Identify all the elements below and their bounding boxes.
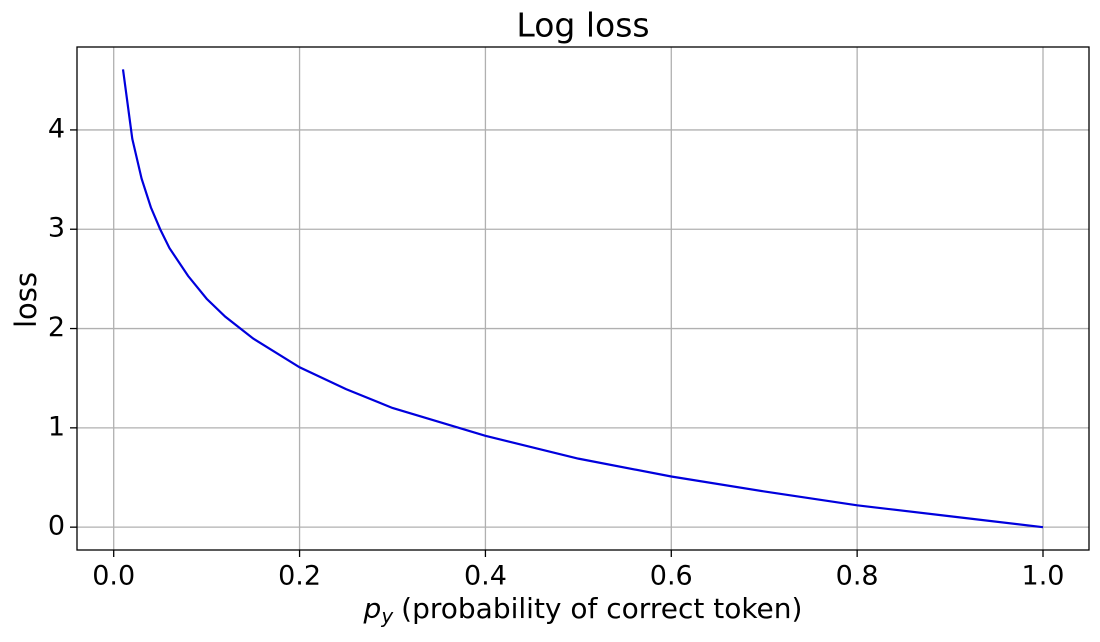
y-axis-label: loss [9,272,43,328]
chart-title: Log loss [516,6,649,45]
x-label-text: (probability of correct token) [401,592,802,625]
x-label-subscript: y [380,604,394,628]
x-tick-label: 0.6 [650,561,693,592]
x-tick-label: 0.2 [278,561,321,592]
x-tick-label: 1.0 [1022,561,1065,592]
y-tick-label: 3 [48,213,65,244]
y-tick-label: 2 [48,312,65,343]
plot-frame [76,46,1090,551]
x-axis-label: py (probability of correct token) [363,592,803,628]
y-tick-label: 1 [48,411,65,442]
x-tick-label: 0.0 [92,561,135,592]
x-label-symbol: p [363,592,382,625]
data-line [121,69,1044,529]
y-tick-label: 0 [48,511,65,542]
y-tick-label: 4 [48,113,65,144]
x-tick-label: 0.8 [836,561,879,592]
x-tick-label: 0.4 [464,561,507,592]
